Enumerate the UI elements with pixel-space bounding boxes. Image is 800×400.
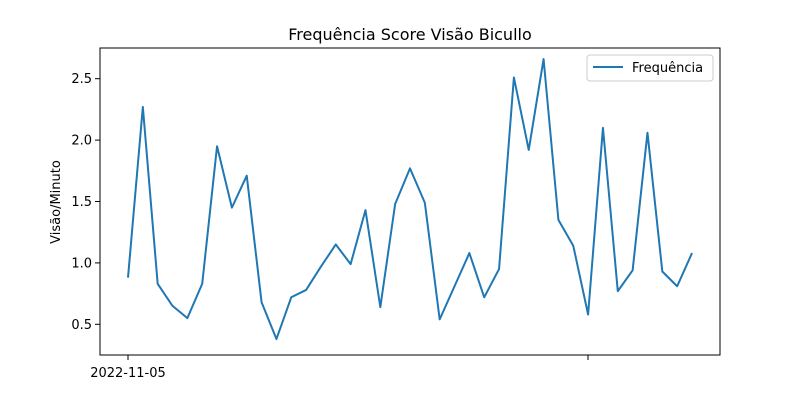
x-axis: 2022-11-05 <box>90 355 589 381</box>
y-tick-label: 2.5 <box>71 72 92 87</box>
legend: Frequência <box>586 54 714 82</box>
legend-label: Frequência <box>632 61 703 76</box>
series-line-frequencia <box>127 58 693 341</box>
y-axis: 0.5 1.0 1.5 2.0 2.5 <box>71 72 100 333</box>
series-layer <box>127 58 693 341</box>
legend-box <box>586 54 714 82</box>
chart-title: Frequência Score Visão Bicullo <box>288 25 532 44</box>
y-tick-label: 1.5 <box>71 195 92 210</box>
x-tick-label: 2022-11-05 <box>90 366 166 381</box>
y-tick-label: 2.0 <box>71 134 92 149</box>
y-axis-label: Visão/Minuto <box>49 160 64 244</box>
y-tick-label: 1.0 <box>71 256 92 271</box>
plot-area <box>99 47 721 356</box>
y-tick-label: 0.5 <box>71 318 92 333</box>
